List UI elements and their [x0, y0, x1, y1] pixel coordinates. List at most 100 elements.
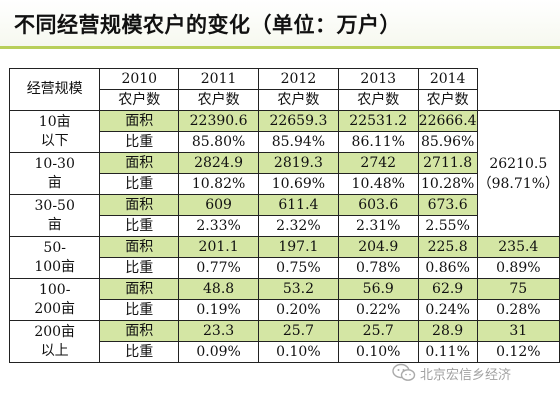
- value-cell: 0.77%: [178, 257, 259, 279]
- year-header: 2012: [258, 68, 339, 90]
- metric-cell: 面积: [99, 320, 180, 342]
- merged-2014-value: 26210.5: [489, 155, 548, 172]
- year-header: 2011: [178, 68, 259, 90]
- value-cell: 86.11%: [337, 131, 419, 153]
- value-cell: 62.9: [417, 278, 478, 300]
- header-row-units: 农户数 农户数 农户数 农户数 农户数: [10, 89, 560, 111]
- title-bar: 不同经营规模农户的变化（单位：万户）: [0, 0, 560, 49]
- value-cell: 0.75%: [258, 257, 339, 279]
- value-cell: 10.69%: [258, 173, 339, 195]
- value-cell: 0.09%: [178, 341, 259, 363]
- metric-cell: 面积: [99, 194, 180, 216]
- value-cell: 197.1: [258, 236, 339, 258]
- table-row: 200亩 以上 面积 23.3 25.7 25.7 28.9 31: [8, 320, 560, 363]
- table-row: 比重 0.19% 0.20% 0.22% 0.24% 0.28%: [10, 299, 560, 321]
- value-cell: 2824.9: [178, 152, 259, 174]
- metric-cell: 面积: [99, 110, 180, 132]
- value-cell: 85.96%: [417, 131, 478, 153]
- year-header: 2014: [417, 68, 478, 90]
- value-cell: 2.55%: [417, 215, 478, 237]
- metric-cell: 比重: [99, 257, 180, 279]
- value-cell: 0.86%: [417, 257, 478, 279]
- value-cell: 0.12%: [476, 341, 560, 363]
- value-cell: 0.24%: [417, 299, 478, 321]
- unit-header: 农户数: [337, 89, 419, 111]
- table-row: 比重 0.09% 0.10% 0.10% 0.11% 0.12%: [10, 341, 560, 363]
- value-cell: 85.94%: [258, 131, 339, 153]
- value-cell: 611.4: [258, 194, 339, 216]
- value-cell: 28.9: [417, 320, 478, 342]
- metric-cell: 比重: [99, 299, 180, 321]
- category-cell: 10-30 亩: [8, 152, 101, 195]
- watermark-text: 北京宏信乡经济: [420, 367, 512, 383]
- metric-cell: 比重: [99, 173, 180, 195]
- value-cell: 2819.3: [258, 152, 339, 174]
- unit-header: 农户数: [99, 89, 180, 111]
- value-cell: 204.9: [337, 236, 419, 258]
- value-cell: 31: [476, 320, 560, 342]
- table-row: 比重 2.33% 2.32% 2.31% 2.55%: [10, 215, 560, 237]
- header-row-years: 经营规模 2010 2011 2012 2013 2014: [8, 68, 560, 111]
- value-cell: 53.2: [258, 278, 339, 300]
- value-cell: 25.7: [337, 320, 419, 342]
- value-cell: 22666.4: [417, 110, 478, 132]
- table-row: 10-30 亩面积 2824.9 2819.3 2742 2711.8: [8, 152, 560, 195]
- table-row: 50- 100亩 面积 201.1 197.1 204.9 225.8 235.4: [8, 236, 560, 279]
- merged-2014-cell: 26210.5 （98.71%）: [476, 110, 560, 237]
- value-cell: 0.19%: [178, 299, 259, 321]
- value-cell: 673.6: [417, 194, 478, 216]
- value-cell: 2742: [337, 152, 419, 174]
- category-cell: 50- 100亩: [8, 236, 101, 279]
- unit-header: 农户数: [178, 89, 259, 111]
- category-cell: 200亩 以上: [8, 320, 101, 363]
- year-header: 2013: [337, 68, 419, 90]
- metric-cell: 比重: [99, 215, 180, 237]
- value-cell: 75: [476, 278, 560, 300]
- table-row: 10亩 以下 面积 22390.6 22659.3 22531.2 22666.4 26210…: [8, 110, 560, 237]
- value-cell: 609: [178, 194, 259, 216]
- value-cell: 25.7: [258, 320, 339, 342]
- value-cell: 235.4: [476, 236, 560, 258]
- value-cell: 0.20%: [258, 299, 339, 321]
- value-cell: 10.48%: [337, 173, 419, 195]
- farm-scale-table: 经营规模 2010 2011 2012 2013 2014 农户数 农户数 农户…: [8, 68, 560, 363]
- value-cell: 56.9: [337, 278, 419, 300]
- value-cell: 2.32%: [258, 215, 339, 237]
- value-cell: 603.6: [337, 194, 419, 216]
- value-cell: 2.33%: [178, 215, 259, 237]
- value-cell: 22659.3: [258, 110, 339, 132]
- table-row: 比重 10.82% 10.69% 10.48% 10.28%: [10, 173, 560, 195]
- value-cell: 85.80%: [178, 131, 259, 153]
- category-cell: 30-50 亩: [8, 194, 101, 237]
- unit-header: 农户数: [417, 89, 478, 111]
- value-cell: 23.3: [178, 320, 259, 342]
- value-cell: 0.10%: [337, 341, 419, 363]
- value-cell: 48.8: [178, 278, 259, 300]
- value-cell: 2711.8: [417, 152, 478, 174]
- value-cell: 2.31%: [337, 215, 419, 237]
- value-cell: 0.78%: [337, 257, 419, 279]
- value-cell: 0.89%: [476, 257, 560, 279]
- value-cell: 10.28%: [417, 173, 478, 195]
- value-cell: 0.11%: [417, 341, 478, 363]
- value-cell: 225.8: [417, 236, 478, 258]
- corner-label: 经营规模: [8, 68, 101, 111]
- metric-cell: 面积: [99, 152, 180, 174]
- table-row: 100- 200亩 面积 48.8 53.2 56.9 62.9 75: [8, 278, 560, 321]
- value-cell: 10.82%: [178, 173, 259, 195]
- value-cell: 0.22%: [337, 299, 419, 321]
- value-cell: 201.1: [178, 236, 259, 258]
- category-cell: 100- 200亩: [8, 278, 101, 321]
- page-title: 不同经营规模农户的变化（单位：万户）: [14, 13, 401, 37]
- value-cell: 0.10%: [258, 341, 339, 363]
- year-header: 2010: [99, 68, 180, 90]
- metric-cell: 比重: [99, 341, 180, 363]
- value-cell: 22531.2: [337, 110, 419, 132]
- wechat-icon: [392, 363, 416, 381]
- value-cell: 0.28%: [476, 299, 560, 321]
- value-cell: 22390.6: [178, 110, 259, 132]
- watermark: 北京宏信乡经济: [392, 360, 511, 386]
- table-row: 比重 0.77% 0.75% 0.78% 0.86% 0.89%: [10, 257, 560, 279]
- category-cell: 10亩 以下: [8, 110, 101, 153]
- metric-cell: 面积: [99, 278, 180, 300]
